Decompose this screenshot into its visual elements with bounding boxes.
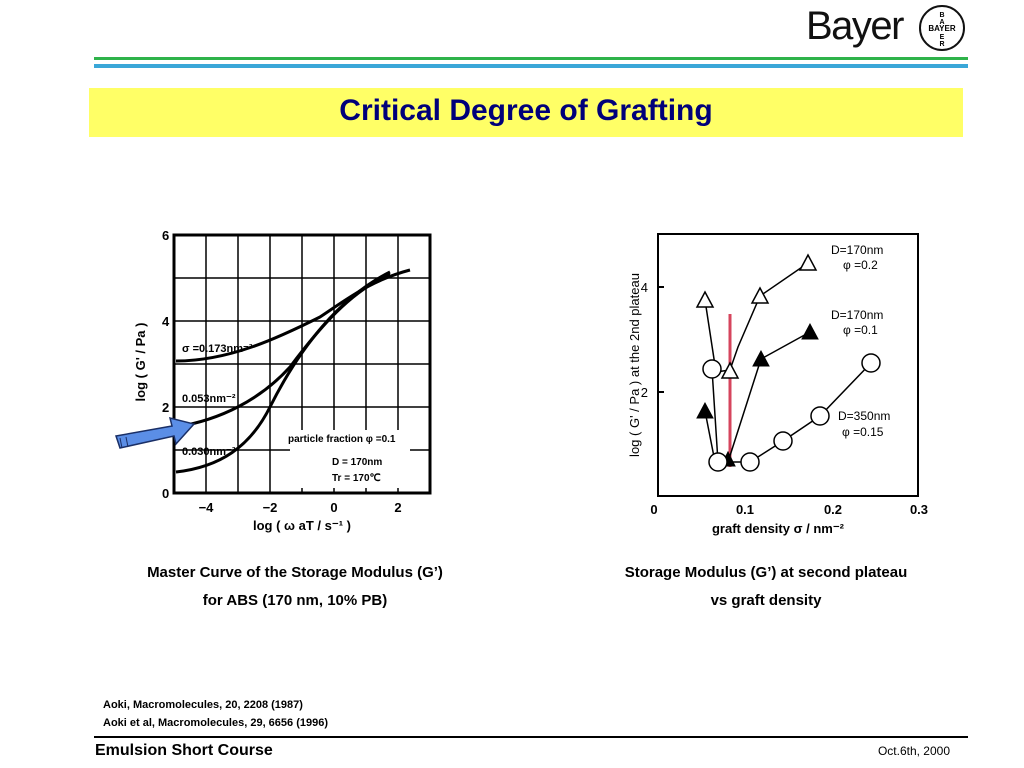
curve-label-0-053: 0.053nm⁻² — [182, 393, 236, 405]
y-tick-4: 4 — [641, 280, 648, 295]
series-phi-0-1-markers — [696, 322, 819, 467]
x-tick-2: 2 — [394, 500, 401, 515]
legend-1-line1: D=170nm — [831, 243, 883, 257]
svg-text:R: R — [939, 41, 944, 48]
svg-text:A: A — [939, 19, 944, 26]
info-particle-fraction: particle fraction φ =0.1 — [288, 434, 396, 445]
y-axis-label: log ( G' / Pa ) at the 2nd plateau — [627, 273, 642, 457]
reference-2: Aoki et al, Macromolecules, 29, 6656 (19… — [103, 717, 329, 729]
y-tick-6: 6 — [162, 228, 169, 243]
svg-text:B: B — [939, 12, 944, 19]
series-phi-0-2-line — [704, 262, 809, 373]
y-tick-2: 2 — [162, 400, 169, 415]
info-box — [290, 430, 410, 488]
svg-text:E: E — [940, 34, 945, 41]
x-axis-label: graft density σ / nm⁻² — [712, 521, 845, 536]
x-tick-0-2: 0.2 — [824, 502, 842, 517]
series-phi-0-1-line — [704, 331, 811, 463]
footer-course-name: Emulsion Short Course — [95, 742, 273, 759]
svg-text:BAYER: BAYER — [928, 24, 955, 33]
legend-2-line2: φ =0.1 — [843, 323, 878, 337]
right-caption-line2: vs graft density — [710, 592, 822, 609]
curve-sigma-0-030 — [175, 270, 391, 474]
curve-label-0-030: 0.030nm⁻² — [182, 446, 236, 458]
bayer-cross-logo-icon: BAYER B A E R — [919, 5, 965, 51]
x-axis-label: log ( ω aT / s⁻¹ ) — [253, 518, 351, 533]
left-caption-line1: Master Curve of the Storage Modulus (G’) — [147, 564, 443, 581]
left-caption: Master Curve of the Storage Modulus (G’)… — [95, 559, 495, 615]
curve-label-0-173: σ =0.173nm⁻² — [182, 343, 253, 355]
series-phi-0-2-markers — [695, 253, 818, 379]
right-caption: Storage Modulus (G’) at second plateau v… — [586, 559, 946, 615]
master-curve-figure: σ =0.173nm⁻² 0.053nm⁻² 0.030nm⁻² particl… — [133, 228, 432, 533]
x-tick-0-3: 0.3 — [910, 502, 928, 517]
slide-title: Critical Degree of Grafting — [339, 94, 713, 127]
highlight-arrow-icon — [115, 416, 196, 449]
left-caption-line2: for ABS (170 nm, 10% PB) — [202, 592, 388, 609]
header-green-band — [94, 57, 968, 60]
plot-frame — [657, 233, 919, 497]
footer-divider — [94, 736, 968, 738]
reference-1: Aoki, Macromolecules, 20, 2208 (1987) — [103, 699, 303, 711]
title-bar — [89, 88, 963, 137]
legend-3-line2: φ =0.15 — [842, 425, 884, 439]
series-phi-0-15-line — [711, 362, 872, 463]
legend-3-line1: D=350nm — [838, 409, 890, 423]
x-tick-0-1: 0.1 — [736, 502, 754, 517]
x-tick-0: 0 — [650, 502, 657, 517]
legend-1-line2: φ =0.2 — [843, 258, 878, 272]
footer-date: Oct.6th, 2000 — [877, 744, 950, 758]
info-temperature: Tr = 170℃ — [332, 473, 381, 484]
series-phi-0-15-markers — [702, 353, 881, 472]
header-blue-band — [94, 64, 968, 68]
x-tick-0: 0 — [330, 500, 337, 515]
info-diameter: D = 170nm — [332, 457, 382, 468]
x-tick-minus4: −4 — [199, 500, 215, 515]
y-axis-label: log ( G' / Pa ) — [133, 323, 148, 402]
second-plateau-figure: 4 2 0 0.1 0.2 0.3 graft density σ / nm⁻²… — [627, 233, 928, 536]
y-tick-4: 4 — [162, 314, 170, 329]
x-tick-minus2: −2 — [263, 500, 278, 515]
right-caption-line1: Storage Modulus (G’) at second plateau — [624, 564, 908, 581]
bayer-logo-text: Bayer — [806, 4, 905, 48]
y-tick-0: 0 — [162, 486, 169, 501]
y-tick-2: 2 — [641, 385, 648, 400]
legend-2-line1: D=170nm — [831, 308, 883, 322]
